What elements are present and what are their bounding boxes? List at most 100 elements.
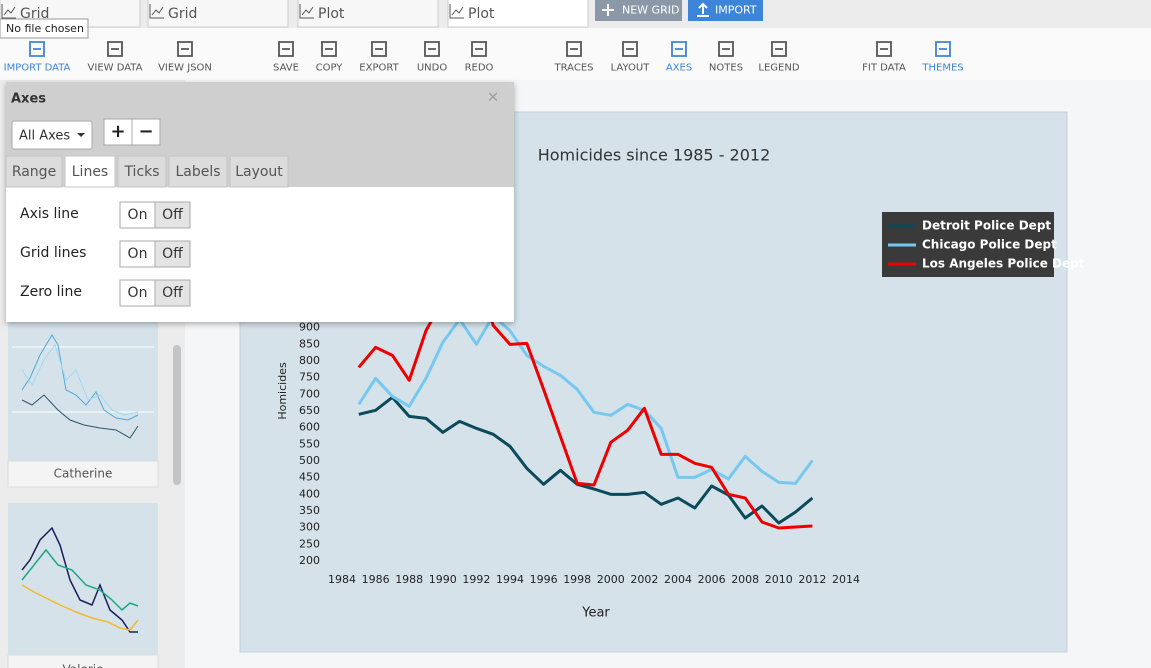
import-label: IMPORT (715, 4, 757, 17)
thumb-caption-bg (7, 654, 159, 668)
panel-tab[interactable] (64, 155, 116, 188)
remove-button[interactable] (131, 118, 161, 146)
tooltip-text: No file chosen (6, 22, 84, 35)
toggle-on-label: On (128, 285, 148, 301)
toolbar-button[interactable]: TRACES (554, 63, 594, 74)
toolbar-button[interactable]: LEGEND (758, 63, 799, 74)
legend-entry[interactable]: Los Angeles Police Dept (922, 257, 1085, 271)
axis-selector[interactable] (11, 120, 93, 150)
y-tick-label: 450 (299, 471, 320, 484)
toolbar-icon (371, 41, 387, 57)
new-grid-button[interactable] (595, 0, 682, 21)
toolbar-icon (29, 41, 45, 57)
tab-label: Grid (20, 6, 49, 22)
x-tick-label: 1996 (530, 573, 558, 586)
file-tab[interactable] (447, 0, 589, 28)
toolbar-button[interactable]: LAYOUT (611, 63, 651, 74)
y-tick-label: 550 (299, 437, 320, 450)
panel-tab-label: Labels (175, 164, 220, 180)
toggle-on[interactable] (119, 279, 156, 307)
toolbar-icon (935, 41, 951, 57)
thumb-caption: Valerie (63, 663, 104, 668)
y-tick-label: 750 (299, 371, 320, 384)
toolbar-icon (876, 41, 892, 57)
tab-icon (1, 4, 16, 19)
y-tick-label: 850 (299, 337, 320, 350)
tab-icon (299, 4, 314, 19)
toolbar-icon (278, 41, 294, 57)
setting-label: Zero line (20, 284, 82, 300)
axes-panel (6, 82, 514, 322)
thumb-caption: Catherine (54, 467, 113, 481)
close-button[interactable]: × (487, 88, 500, 106)
toolbar-button[interactable]: THEMES (921, 63, 963, 74)
toolbar-button[interactable]: REDO (465, 63, 494, 74)
toggle-off-label: Off (162, 285, 183, 301)
panel-tab[interactable] (229, 155, 289, 188)
new-grid-label: NEW GRID (622, 4, 679, 17)
toolbar-button[interactable]: COPY (316, 63, 344, 74)
x-tick-label: 2004 (664, 573, 692, 586)
thumb-line (21, 584, 139, 631)
toolbar-icon (107, 41, 123, 57)
toolbar-button[interactable]: AXES (666, 63, 692, 74)
upload-icon (697, 2, 709, 17)
toggle-off[interactable] (154, 279, 191, 307)
tab-icon (449, 4, 464, 19)
remove-label: − (138, 121, 153, 142)
toolbar-button[interactable]: NOTES (709, 63, 743, 74)
panel-tab-label: Lines (72, 164, 108, 180)
x-tick-label: 2006 (698, 573, 726, 586)
y-tick-label: 800 (299, 354, 320, 367)
y-axis-title: Homicides (276, 362, 289, 420)
file-tab[interactable] (147, 0, 289, 28)
y-tick-label: 900 (299, 321, 320, 334)
file-tab[interactable] (297, 0, 439, 28)
x-tick-label: 2010 (765, 573, 793, 586)
toggle-off-label: Off (162, 246, 183, 262)
toggle-on[interactable] (119, 201, 156, 229)
thumb-line (21, 343, 139, 416)
panel-tab[interactable] (168, 155, 228, 188)
y-tick-label: 500 (299, 454, 320, 467)
panel-title: Axes (11, 92, 46, 107)
toolbar-button[interactable]: VIEW JSON (158, 63, 212, 74)
thumbnail[interactable] (8, 503, 158, 655)
tab-label: Plot (318, 6, 345, 22)
panel-tab-label: Range (12, 164, 56, 180)
toolbar-button[interactable]: FIT DATA (862, 63, 906, 74)
panel-tab[interactable] (117, 155, 167, 188)
x-tick-label: 2000 (597, 573, 625, 586)
x-tick-label: 1990 (429, 573, 457, 586)
tab-label: Grid (168, 6, 197, 22)
panel-tab[interactable] (5, 155, 63, 188)
y-tick-label: 650 (299, 404, 320, 417)
toolbar-button[interactable]: EXPORT (359, 63, 399, 74)
toolbar-button[interactable]: IMPORT DATA (4, 63, 71, 74)
x-axis-title: Year (581, 606, 610, 621)
legend-entry[interactable]: Chicago Police Dept (922, 238, 1057, 252)
toggle-off[interactable] (154, 240, 191, 268)
tooltip (0, 18, 89, 39)
toolbar-icon (321, 41, 337, 57)
thumbnail[interactable] (8, 320, 158, 461)
y-tick-label: 250 (299, 537, 320, 550)
axis-selector-text: All Axes (19, 129, 70, 144)
thumb-grid (12, 346, 154, 413)
toolbar-button[interactable]: SAVE (273, 63, 299, 74)
thumb-caption-bg (7, 460, 159, 488)
toolbar-icon (771, 41, 787, 57)
toggle-off[interactable] (154, 201, 191, 229)
thumb-line (21, 526, 138, 633)
tab-label: Plot (468, 6, 495, 22)
setting-label: Grid lines (20, 245, 86, 261)
y-tick-label: 350 (299, 504, 320, 517)
toolbar-button[interactable]: VIEW DATA (88, 63, 143, 74)
scrollbar[interactable] (173, 345, 181, 485)
toolbar-button[interactable]: UNDO (417, 63, 448, 74)
legend-entry[interactable]: Detroit Police Dept (922, 219, 1051, 233)
y-tick-label: 400 (299, 487, 320, 500)
plus-icon (602, 4, 614, 16)
